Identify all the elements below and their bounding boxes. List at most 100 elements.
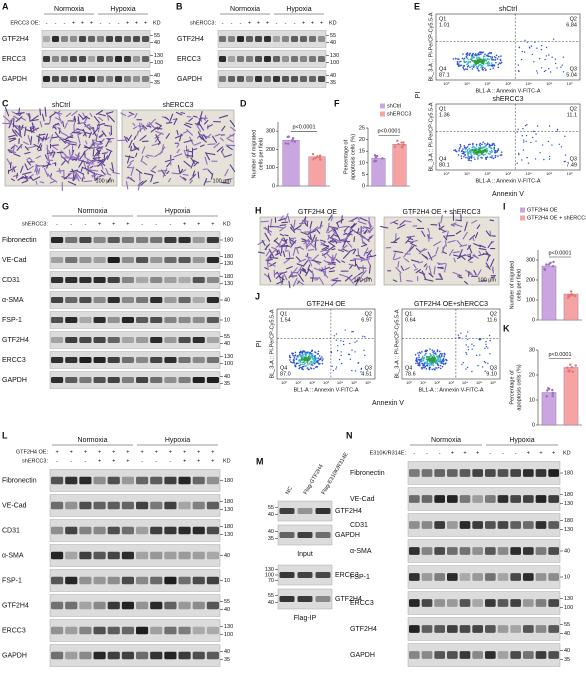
event [464, 151, 466, 153]
band [510, 651, 521, 659]
event [460, 332, 462, 334]
cell [68, 149, 72, 159]
point [312, 158, 315, 161]
bar [308, 156, 326, 187]
treatment-label: shERCC3: [22, 221, 48, 227]
band [206, 237, 219, 243]
band [206, 651, 219, 660]
band [409, 651, 420, 659]
event [340, 351, 342, 353]
band [93, 297, 106, 303]
event [461, 152, 464, 155]
protein-name: α-SMA [350, 548, 372, 555]
cell [417, 218, 422, 223]
band [79, 526, 92, 535]
cell [112, 171, 120, 175]
event [467, 346, 469, 348]
band [164, 526, 177, 535]
band [237, 36, 244, 42]
event [297, 362, 300, 364]
cell [91, 174, 97, 178]
y-tick-label: 10 [359, 160, 365, 166]
axis-tick: 10³ [323, 380, 329, 385]
event [500, 61, 503, 64]
cell [183, 160, 191, 167]
event [471, 68, 474, 70]
marker-label: 180 [564, 492, 573, 498]
cell [35, 155, 41, 159]
event [492, 58, 495, 61]
event [465, 368, 467, 370]
cell [297, 280, 304, 286]
cell [78, 113, 84, 120]
event [364, 354, 366, 357]
event [465, 68, 467, 70]
cell [37, 138, 41, 145]
marker-label: 180 [224, 237, 233, 243]
event [313, 361, 316, 363]
treatment-sign: - [84, 221, 86, 227]
marker-label: 35 [224, 381, 230, 387]
band [535, 625, 547, 633]
band [52, 76, 59, 82]
event [314, 358, 316, 360]
cell [421, 270, 427, 280]
marker-label: 55 [564, 622, 570, 628]
p-value: p<0.0001 [377, 129, 400, 135]
marker-label: 130 [224, 281, 233, 287]
event [427, 357, 430, 360]
event [304, 358, 307, 361]
band [107, 237, 120, 243]
event [342, 343, 345, 346]
panel-letter: E [414, 1, 420, 11]
cell [404, 258, 410, 263]
band [447, 521, 458, 529]
cell [107, 177, 112, 182]
point [545, 263, 548, 266]
band [136, 357, 149, 363]
cell [260, 220, 269, 223]
band [79, 297, 92, 303]
band [447, 469, 458, 477]
cell [135, 168, 143, 174]
event [484, 153, 486, 156]
event [433, 356, 436, 359]
axis-tick: 10⁰ [281, 380, 287, 385]
event [333, 335, 336, 337]
event [462, 152, 465, 154]
cell [305, 240, 311, 248]
band [121, 337, 134, 343]
event [456, 63, 459, 65]
cell [59, 136, 62, 141]
event [493, 64, 496, 66]
cell [90, 139, 95, 148]
axis-tick: 10⁰ [443, 171, 449, 176]
cell [92, 157, 101, 159]
quadrant-value: 11.1 [567, 112, 577, 118]
band [121, 357, 134, 363]
band [421, 521, 433, 529]
cell [303, 220, 307, 226]
band [485, 547, 496, 555]
band [548, 651, 559, 659]
event [556, 67, 558, 69]
event [303, 350, 305, 352]
event [545, 55, 548, 57]
panel-letter: I [503, 201, 506, 211]
event [426, 358, 428, 361]
band [121, 651, 134, 660]
marker-label: 40 [330, 73, 336, 79]
event [471, 53, 474, 55]
band [164, 377, 177, 383]
cell [109, 167, 114, 172]
event [481, 157, 483, 159]
band [206, 576, 219, 585]
event [432, 356, 434, 359]
blot-strip [407, 513, 561, 537]
cell [309, 233, 312, 240]
cell [20, 117, 26, 121]
cell [198, 116, 201, 125]
cell [263, 273, 270, 278]
event [484, 53, 486, 56]
band [548, 469, 559, 477]
